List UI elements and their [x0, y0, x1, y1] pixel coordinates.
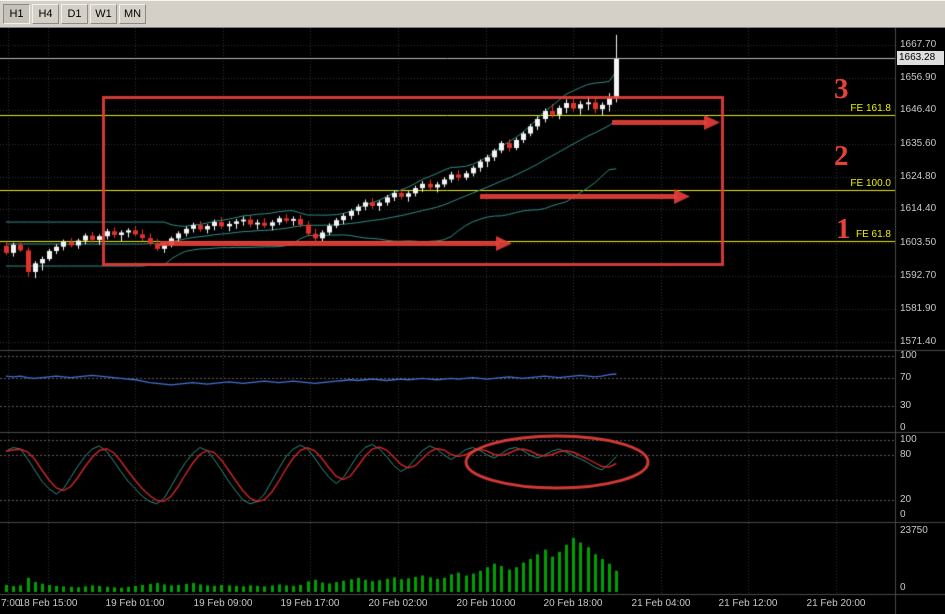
timeframe-button-mn[interactable]: MN [119, 4, 146, 24]
chart-panel[interactable]: 1667.70 1656.90 1646.40 1635.60 1624.80 1614.… [0, 28, 945, 614]
timeframe-button-d1[interactable]: D1 [61, 4, 88, 24]
timeframe-toolbar: H1 H4 D1 W1 MN [0, 0, 945, 28]
timeframe-button-w1[interactable]: W1 [90, 4, 117, 24]
timeframe-button-h4[interactable]: H4 [32, 4, 59, 24]
timeframe-button-h1[interactable]: H1 [3, 4, 30, 24]
chart-canvas[interactable] [0, 28, 945, 614]
